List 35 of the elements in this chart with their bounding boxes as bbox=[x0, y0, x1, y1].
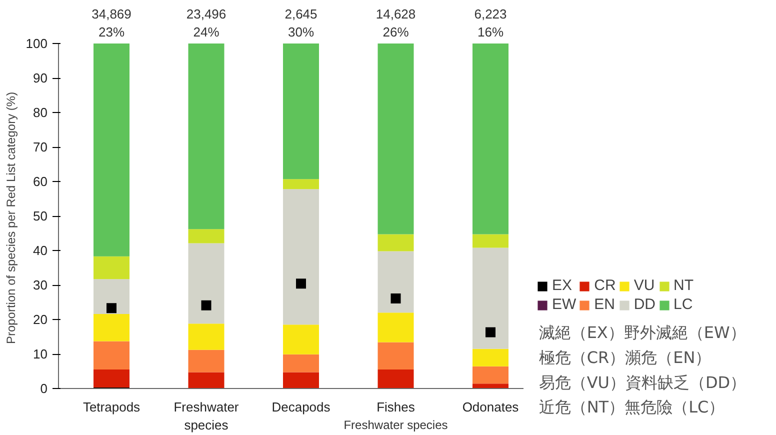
y-tick-label: 90 bbox=[33, 70, 48, 86]
x-tick-label: Tetrapods bbox=[82, 400, 141, 414]
y-tick-label: 70 bbox=[33, 140, 48, 154]
annotation: 23,496 24% bbox=[186, 6, 226, 40]
y-tick-label: 50 bbox=[33, 208, 48, 224]
legend-label: NT bbox=[674, 277, 694, 294]
x-tick-label: Odonates bbox=[462, 400, 520, 414]
y-tick-label: 80 bbox=[33, 105, 48, 120]
y-tick-label: 0 bbox=[40, 381, 48, 396]
legend-label: CR bbox=[594, 277, 616, 294]
y-tick-label: 10 bbox=[33, 346, 48, 362]
y-axis-title: Proportion of species per Red List category (%) bbox=[4, 92, 18, 344]
y-tick-label: 100 bbox=[26, 36, 48, 51]
text: Freshwater species bbox=[344, 418, 448, 432]
text: 近危（NT）無危險（LC） bbox=[538, 398, 725, 417]
y-tick-label: 40 bbox=[33, 243, 48, 258]
annotation: 14,628 26% bbox=[376, 6, 416, 40]
legend-label: EN bbox=[594, 296, 616, 313]
y-tick-label: 20 bbox=[33, 312, 48, 327]
x-tick-label: Freshwater species bbox=[174, 400, 240, 432]
x-tick-label: Decapods bbox=[272, 400, 331, 414]
legend-label: EW bbox=[552, 296, 576, 313]
y-tick-label: 30 bbox=[33, 278, 48, 292]
annotation: 6,223 16% bbox=[474, 6, 507, 40]
text: 滅絕（EX）野外滅絕（EW） bbox=[538, 323, 746, 342]
legend-label: EX bbox=[552, 277, 572, 294]
legend-label: VU bbox=[634, 277, 655, 294]
x-tick-label: Fishes bbox=[376, 400, 416, 414]
annotation: 34,869 23% bbox=[92, 6, 132, 40]
legend-label: LC bbox=[674, 296, 694, 313]
annotation: 2,645 30% bbox=[284, 6, 318, 40]
y-tick-label: 60 bbox=[33, 174, 48, 189]
text: 易危（VU）資料缺乏（DD） bbox=[538, 372, 746, 392]
legend-label: DD bbox=[634, 296, 656, 313]
text: 極危（CR）瀕危（EN） bbox=[538, 348, 712, 367]
